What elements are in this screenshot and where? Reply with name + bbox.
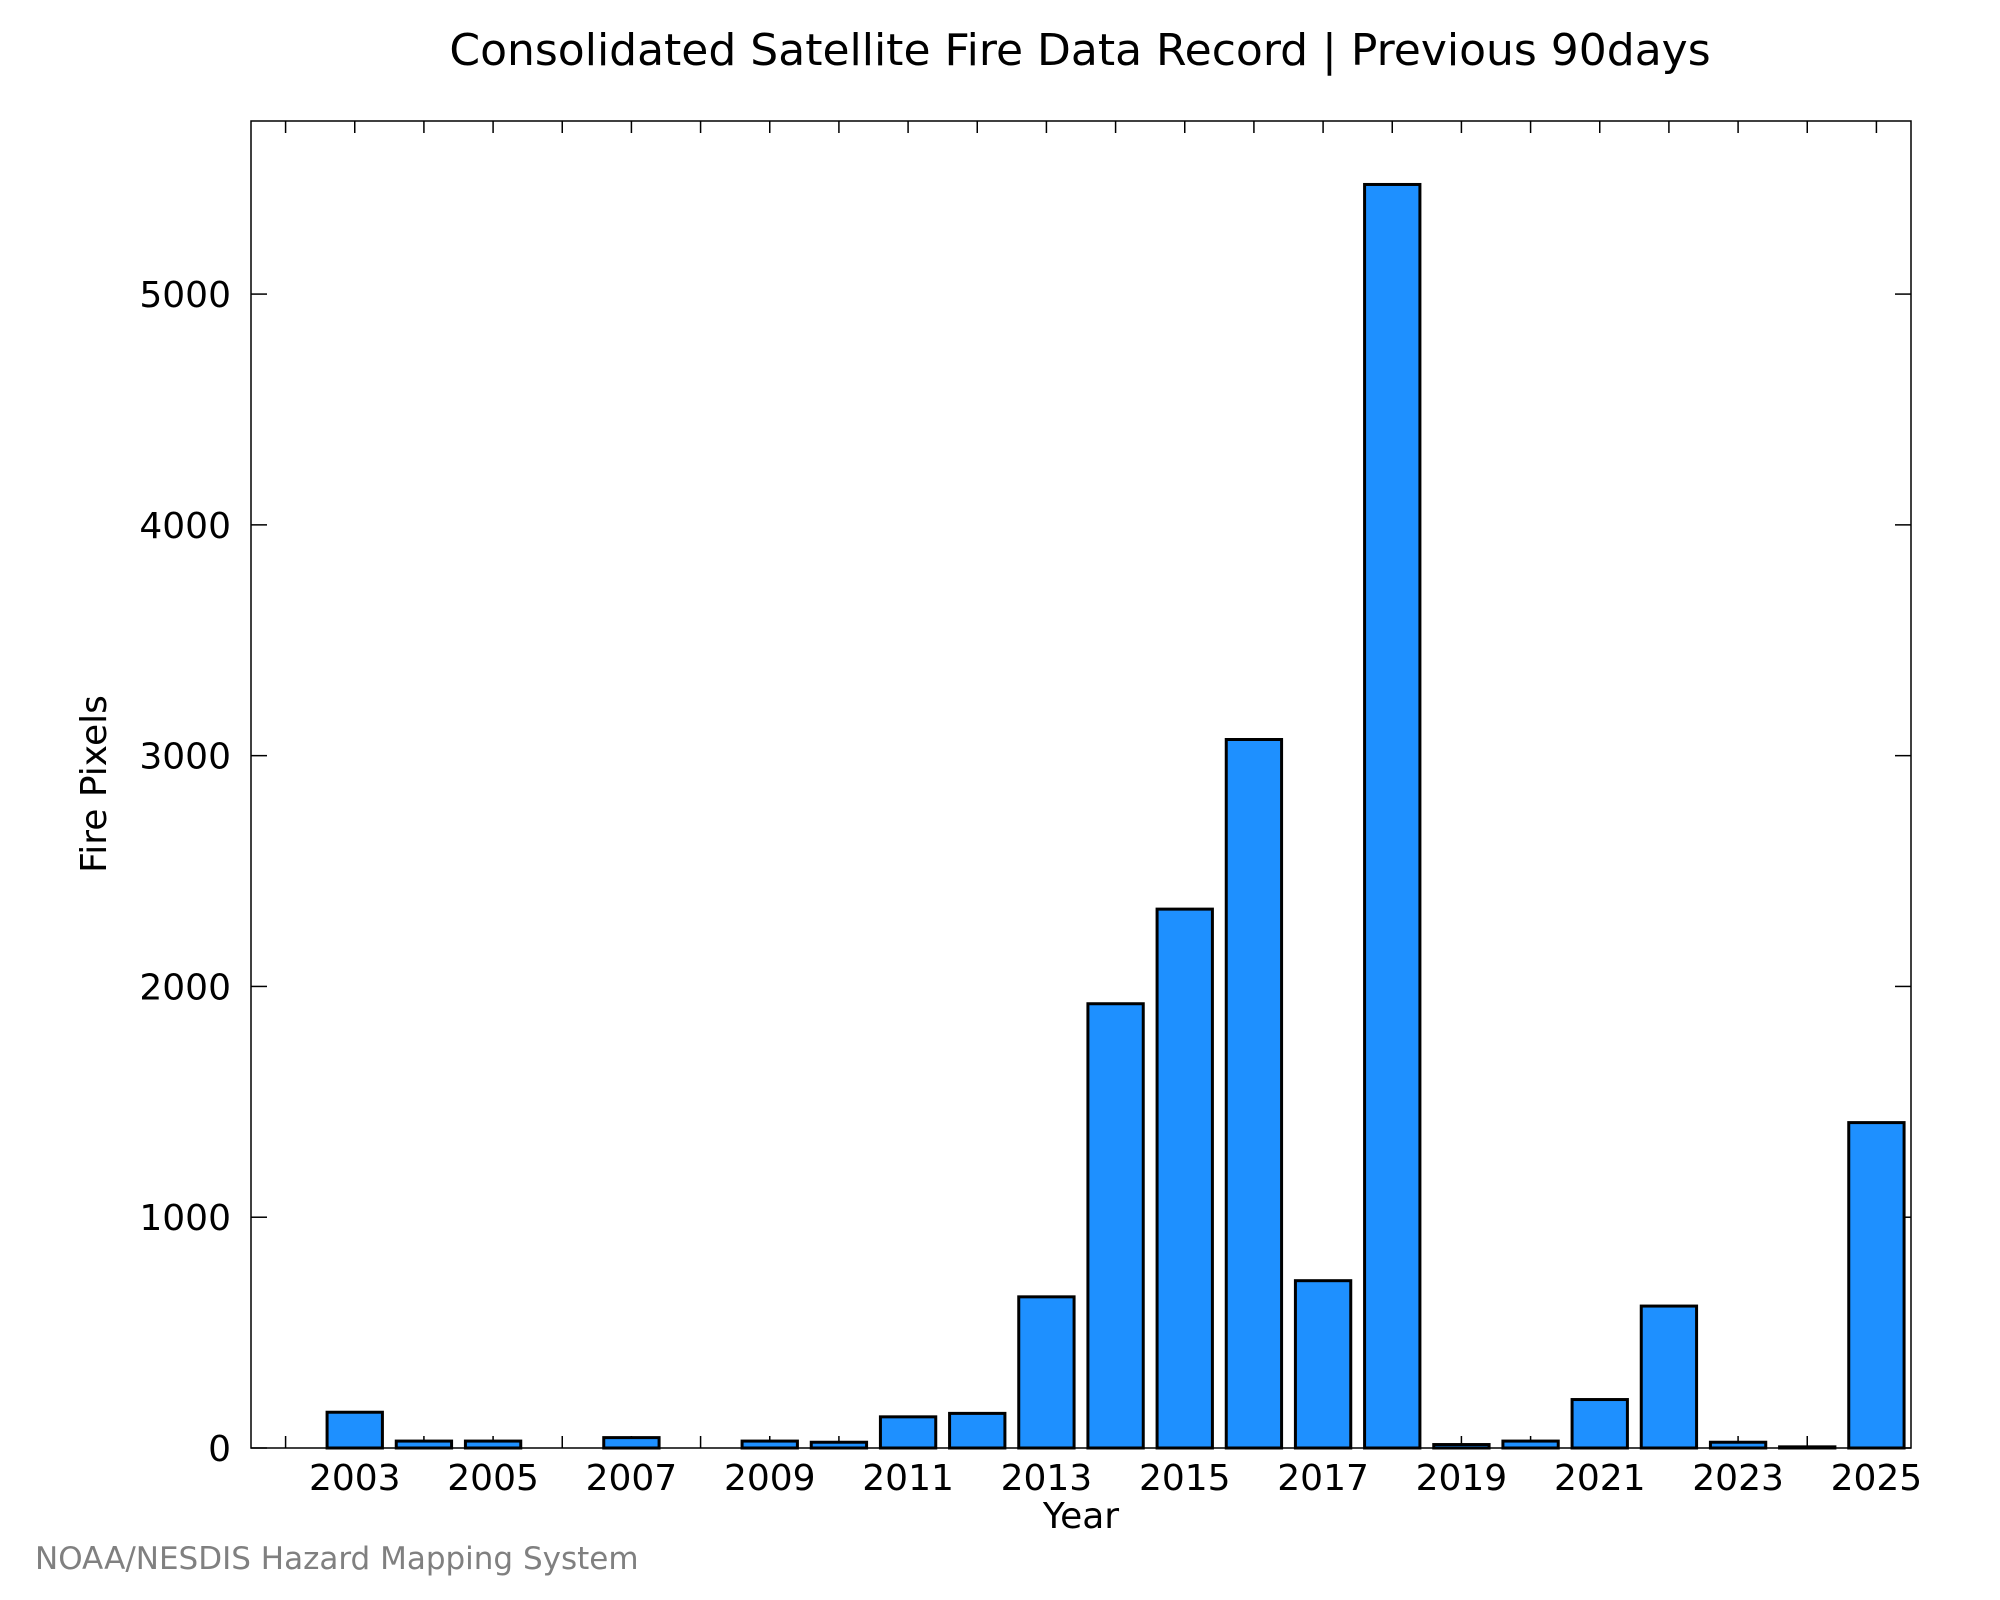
x-tick-labels: 2003 2005 2007 2009 2011 2013 2015 2017 2019 2021… (309, 1458, 1922, 1499)
bar-2024 (1778, 1445, 1837, 1450)
y-tick-label: 3000 (139, 737, 231, 778)
bar-2015 (1155, 907, 1214, 1450)
y-tick-label: 1000 (139, 1198, 231, 1239)
x-tick-label: 2023 (1692, 1458, 1784, 1499)
bar-2007 (602, 1436, 661, 1450)
x-tick-label: 2007 (586, 1458, 678, 1499)
x-tick-label: 2009 (724, 1458, 816, 1499)
bar-2022 (1639, 1304, 1699, 1450)
bar-2011 (878, 1415, 938, 1450)
x-tick-label: 2011 (862, 1458, 954, 1499)
bar-2013 (1017, 1295, 1076, 1450)
bar-2017 (1293, 1279, 1353, 1450)
x-tick-label: 2015 (1139, 1458, 1231, 1499)
bar-2004 (394, 1439, 454, 1450)
bar-2021 (1570, 1398, 1629, 1450)
bar-2020 (1501, 1439, 1560, 1450)
bar-2005 (463, 1439, 523, 1450)
bar-2016 (1224, 738, 1284, 1450)
bar-2018 (1363, 182, 1422, 1450)
bar-2012 (948, 1411, 1007, 1450)
plot-frame (250, 120, 1912, 1449)
bar-2009 (740, 1439, 799, 1450)
x-tick-label: 2005 (447, 1458, 539, 1499)
bar-2010 (809, 1440, 869, 1450)
bar-2023 (1708, 1440, 1768, 1450)
x-tick-label: 2021 (1554, 1458, 1646, 1499)
y-tick-label: 2000 (139, 967, 231, 1008)
x-tick-label: 2017 (1277, 1458, 1369, 1499)
credit-text: NOAA/NESDIS Hazard Mapping System (35, 1541, 639, 1577)
bar-2014 (1086, 1002, 1145, 1450)
bar-2019 (1432, 1443, 1491, 1450)
y-tick-label: 4000 (139, 506, 231, 547)
chart-title: Consolidated Satellite Fire Data Record … (449, 25, 1710, 76)
y-tick-label: 0 (208, 1429, 231, 1470)
bar-2025 (1847, 1121, 1906, 1450)
y-axis-label: Fire Pixels (74, 695, 115, 873)
x-tick-label: 2003 (309, 1458, 401, 1499)
bar-2003 (325, 1410, 384, 1450)
axis-ticks (251, 121, 1911, 1449)
bars (325, 182, 1906, 1450)
x-axis-label: Year (1042, 1496, 1119, 1537)
y-tick-label: 5000 (139, 275, 231, 316)
x-tick-label: 2013 (1001, 1458, 1093, 1499)
y-tick-labels: 0 1000 2000 3000 4000 5000 (139, 275, 231, 1470)
x-tick-label: 2025 (1831, 1458, 1923, 1499)
x-tick-label: 2019 (1416, 1458, 1508, 1499)
